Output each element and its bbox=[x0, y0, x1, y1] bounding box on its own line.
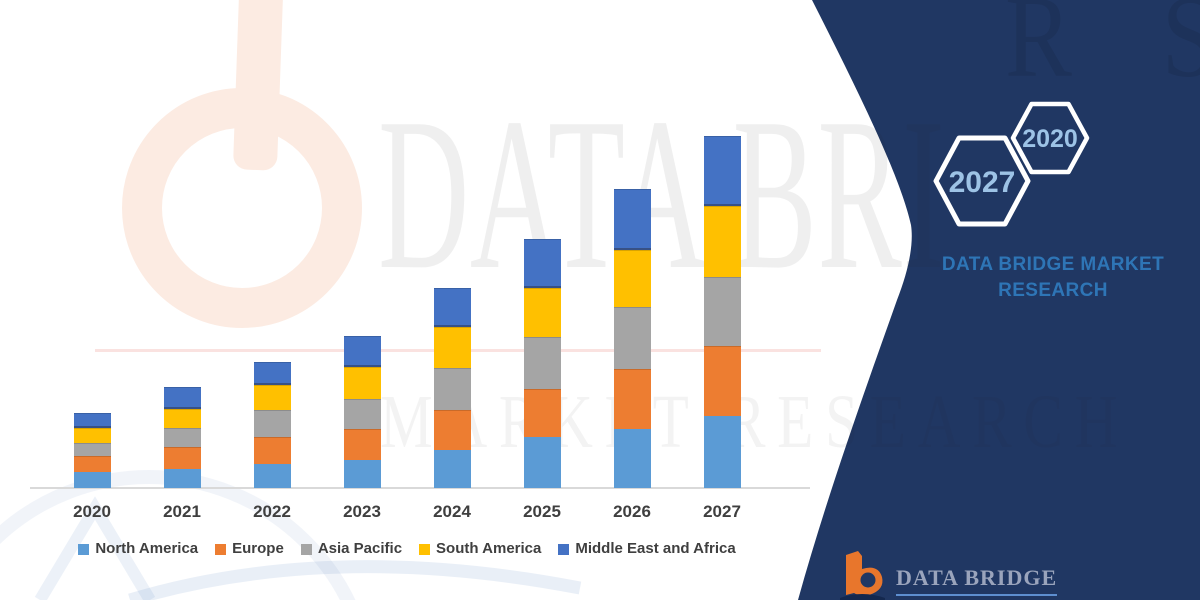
x-axis-label-2020: 2020 bbox=[73, 502, 111, 521]
bar-segment-europe bbox=[163, 447, 201, 469]
navy-panel-shape bbox=[798, 0, 1200, 600]
bar-segment-north-america bbox=[613, 429, 651, 488]
bar-segment-asia-pacific bbox=[73, 443, 111, 456]
bar-segment-asia-pacific bbox=[613, 307, 651, 369]
bar-segment-middle-east-and-africa bbox=[703, 136, 741, 206]
footer-logo-text: DATA BRIDGE bbox=[896, 565, 1058, 596]
brand-caption: DATA BRIDGE MARKET RESEARCH bbox=[928, 252, 1178, 304]
brand-caption-line2: RESEARCH bbox=[998, 280, 1108, 301]
bar-segment-north-america bbox=[523, 437, 561, 488]
bar-2021 bbox=[163, 387, 201, 488]
legend-label-south-america: South America bbox=[436, 540, 542, 557]
bar-segment-asia-pacific bbox=[523, 337, 561, 389]
legend-item-middle-east-and-africa: Middle East and Africa bbox=[558, 540, 736, 557]
bar-segment-europe bbox=[343, 429, 381, 460]
x-axis-line bbox=[30, 487, 810, 489]
bar-segment-south-america bbox=[253, 385, 291, 410]
bar-2023 bbox=[343, 336, 381, 488]
hexagon-2027-label: 2027 bbox=[949, 166, 1016, 199]
legend-label-middle-east-and-africa: Middle East and Africa bbox=[575, 540, 736, 557]
footer-logo: DATA BRIDGE bbox=[838, 549, 1058, 600]
legend-label-north-america: North America bbox=[95, 540, 199, 557]
bar-segment-south-america bbox=[163, 409, 201, 428]
x-axis-label-2023: 2023 bbox=[343, 502, 381, 521]
bar-segment-middle-east-and-africa bbox=[73, 413, 111, 428]
bar-segment-asia-pacific bbox=[163, 428, 201, 447]
chart-legend: North America Europe Asia Pacific South Ame… bbox=[0, 540, 814, 557]
legend-label-europe: Europe bbox=[232, 540, 284, 557]
legend-swatch-north-america bbox=[78, 543, 90, 555]
bar-2025 bbox=[523, 239, 561, 488]
bar-segment-asia-pacific bbox=[343, 399, 381, 429]
bar-2020 bbox=[73, 413, 111, 488]
legend-item-south-america: South America bbox=[419, 540, 541, 557]
bar-2026 bbox=[613, 189, 651, 488]
footer-logo-b-icon bbox=[840, 551, 885, 600]
bar-segment-europe bbox=[703, 346, 741, 416]
x-axis-label-2026: 2026 bbox=[613, 502, 651, 521]
bar-segment-south-america bbox=[703, 206, 741, 277]
watermark-swoosh bbox=[34, 496, 582, 600]
bar-segment-middle-east-and-africa bbox=[253, 362, 291, 385]
legend-item-europe: Europe bbox=[215, 540, 284, 557]
hexagon-2027 bbox=[933, 135, 1031, 227]
bar-segment-north-america bbox=[163, 469, 201, 488]
x-axis-label-2021: 2021 bbox=[163, 502, 201, 521]
bar-segment-europe bbox=[613, 369, 651, 429]
x-axis-label-2022: 2022 bbox=[253, 502, 291, 521]
bar-segment-asia-pacific bbox=[703, 277, 741, 346]
bar-2027 bbox=[703, 136, 741, 488]
bar-2022 bbox=[253, 362, 291, 488]
bar-segment-south-america bbox=[613, 250, 651, 307]
bar-segment-south-america bbox=[523, 288, 561, 337]
bar-segment-north-america bbox=[703, 416, 741, 488]
bar-segment-south-america bbox=[343, 367, 381, 399]
bar-segment-south-america bbox=[73, 428, 111, 443]
bar-segment-middle-east-and-africa bbox=[613, 189, 651, 250]
hexagon-badges: 2027 2020 bbox=[933, 101, 1090, 227]
x-axis-label-2025: 2025 bbox=[523, 502, 561, 521]
hexagon-2020 bbox=[1010, 101, 1090, 175]
bar-2024 bbox=[433, 288, 471, 488]
bar-segment-middle-east-and-africa bbox=[343, 336, 381, 367]
bar-segment-middle-east-and-africa bbox=[433, 288, 471, 327]
legend-item-asia-pacific: Asia Pacific bbox=[300, 540, 403, 557]
stacked-bar-chart: 2020 2021 2022 2023 2024 2025 2026 2027 North A… bbox=[0, 136, 814, 557]
bar-segment-asia-pacific bbox=[253, 410, 291, 437]
legend-label-asia-pacific: Asia Pacific bbox=[317, 540, 403, 557]
legend-swatch-asia-pacific bbox=[300, 543, 312, 555]
legend-item-north-america: North America bbox=[78, 540, 198, 557]
bar-segment-europe bbox=[433, 410, 471, 450]
bar-segment-south-america bbox=[433, 327, 471, 368]
bar-segment-north-america bbox=[253, 464, 291, 488]
brand-caption-line1: DATA BRIDGE MARKET bbox=[941, 254, 1165, 275]
bar-segment-north-america bbox=[433, 450, 471, 488]
bar-segment-north-america bbox=[343, 460, 381, 488]
legend-swatch-middle-east-and-africa bbox=[558, 543, 570, 555]
bar-segment-asia-pacific bbox=[433, 368, 471, 410]
bar-segment-north-america bbox=[73, 472, 111, 488]
bar-segment-europe bbox=[523, 389, 561, 437]
legend-swatch-europe bbox=[215, 543, 227, 555]
bar-segment-europe bbox=[253, 437, 291, 464]
bar-segment-middle-east-and-africa bbox=[523, 239, 561, 288]
legend-swatch-south-america bbox=[419, 543, 431, 555]
hexagon-2020-label: 2020 bbox=[1022, 125, 1078, 153]
x-axis-label-2024: 2024 bbox=[433, 502, 471, 521]
bar-segment-europe bbox=[73, 456, 111, 472]
x-axis-label-2027: 2027 bbox=[703, 502, 741, 521]
bar-segment-middle-east-and-africa bbox=[163, 387, 201, 409]
